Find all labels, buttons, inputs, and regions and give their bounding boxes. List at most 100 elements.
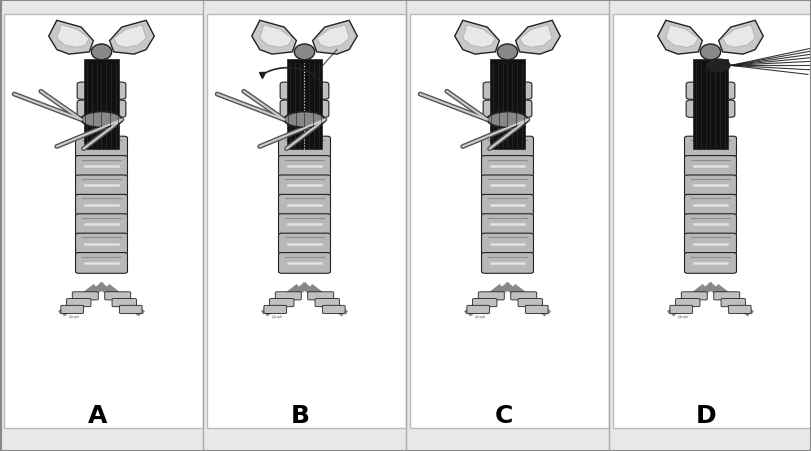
FancyBboxPatch shape xyxy=(75,156,127,176)
FancyBboxPatch shape xyxy=(720,299,744,307)
Polygon shape xyxy=(49,20,93,54)
Polygon shape xyxy=(462,25,495,47)
Text: B: B xyxy=(290,405,310,428)
FancyBboxPatch shape xyxy=(322,305,345,313)
Text: A: A xyxy=(88,405,107,428)
FancyBboxPatch shape xyxy=(77,100,126,117)
FancyBboxPatch shape xyxy=(410,14,608,428)
Ellipse shape xyxy=(294,44,314,60)
FancyBboxPatch shape xyxy=(75,136,127,157)
FancyBboxPatch shape xyxy=(61,305,84,313)
FancyBboxPatch shape xyxy=(112,299,136,307)
FancyBboxPatch shape xyxy=(685,100,734,117)
FancyBboxPatch shape xyxy=(307,292,333,300)
Text: Çırışlı: Çırışlı xyxy=(677,315,689,319)
FancyBboxPatch shape xyxy=(727,305,750,313)
Text: Çırışlı: Çırışlı xyxy=(474,315,486,319)
Bar xyxy=(286,59,322,149)
FancyBboxPatch shape xyxy=(72,292,98,300)
Text: D: D xyxy=(695,405,716,428)
Bar xyxy=(692,59,727,149)
FancyBboxPatch shape xyxy=(713,292,739,300)
FancyBboxPatch shape xyxy=(675,299,699,307)
Polygon shape xyxy=(260,25,292,47)
Polygon shape xyxy=(109,20,154,54)
FancyBboxPatch shape xyxy=(684,175,736,196)
Ellipse shape xyxy=(91,44,112,60)
FancyBboxPatch shape xyxy=(264,305,286,313)
FancyBboxPatch shape xyxy=(525,305,547,313)
Text: Çırışlı: Çırışlı xyxy=(272,315,283,319)
FancyBboxPatch shape xyxy=(481,175,533,196)
Bar xyxy=(489,59,525,149)
FancyBboxPatch shape xyxy=(278,214,330,235)
FancyBboxPatch shape xyxy=(278,253,330,273)
FancyBboxPatch shape xyxy=(278,136,330,157)
FancyBboxPatch shape xyxy=(278,194,330,215)
FancyBboxPatch shape xyxy=(466,305,489,313)
FancyBboxPatch shape xyxy=(269,299,294,307)
FancyBboxPatch shape xyxy=(684,156,736,176)
Ellipse shape xyxy=(487,112,527,128)
FancyBboxPatch shape xyxy=(105,292,131,300)
FancyBboxPatch shape xyxy=(478,292,504,300)
FancyBboxPatch shape xyxy=(684,253,736,273)
FancyBboxPatch shape xyxy=(315,299,339,307)
FancyBboxPatch shape xyxy=(481,214,533,235)
Polygon shape xyxy=(312,20,357,54)
FancyBboxPatch shape xyxy=(75,194,127,215)
FancyBboxPatch shape xyxy=(685,82,734,99)
FancyBboxPatch shape xyxy=(4,14,203,428)
FancyBboxPatch shape xyxy=(684,194,736,215)
FancyBboxPatch shape xyxy=(75,214,127,235)
FancyBboxPatch shape xyxy=(75,253,127,273)
FancyBboxPatch shape xyxy=(684,214,736,235)
FancyBboxPatch shape xyxy=(612,14,811,428)
FancyBboxPatch shape xyxy=(119,305,142,313)
FancyBboxPatch shape xyxy=(669,305,692,313)
FancyBboxPatch shape xyxy=(483,82,531,99)
Polygon shape xyxy=(57,25,89,47)
Bar xyxy=(84,59,119,149)
FancyBboxPatch shape xyxy=(481,253,533,273)
Ellipse shape xyxy=(284,112,324,128)
FancyBboxPatch shape xyxy=(481,194,533,215)
Text: C: C xyxy=(494,405,512,428)
FancyBboxPatch shape xyxy=(280,100,328,117)
FancyBboxPatch shape xyxy=(472,299,496,307)
FancyBboxPatch shape xyxy=(684,136,736,157)
FancyBboxPatch shape xyxy=(278,156,330,176)
FancyBboxPatch shape xyxy=(75,233,127,254)
FancyBboxPatch shape xyxy=(278,233,330,254)
Ellipse shape xyxy=(81,112,122,128)
FancyBboxPatch shape xyxy=(481,156,533,176)
Polygon shape xyxy=(665,25,697,47)
FancyBboxPatch shape xyxy=(481,233,533,254)
FancyBboxPatch shape xyxy=(483,100,531,117)
FancyBboxPatch shape xyxy=(481,136,533,157)
Polygon shape xyxy=(316,25,349,47)
FancyBboxPatch shape xyxy=(207,14,406,428)
Polygon shape xyxy=(657,20,702,54)
FancyBboxPatch shape xyxy=(680,292,706,300)
FancyBboxPatch shape xyxy=(75,175,127,196)
FancyBboxPatch shape xyxy=(77,82,126,99)
Polygon shape xyxy=(515,20,560,54)
Polygon shape xyxy=(718,20,762,54)
FancyBboxPatch shape xyxy=(684,233,736,254)
Text: Çırışlı: Çırışlı xyxy=(69,315,80,319)
FancyBboxPatch shape xyxy=(67,299,91,307)
Polygon shape xyxy=(114,25,146,47)
FancyBboxPatch shape xyxy=(280,82,328,99)
FancyBboxPatch shape xyxy=(278,175,330,196)
FancyBboxPatch shape xyxy=(517,299,542,307)
Ellipse shape xyxy=(699,44,719,60)
Polygon shape xyxy=(454,20,499,54)
Ellipse shape xyxy=(496,44,517,60)
Circle shape xyxy=(706,59,729,72)
FancyBboxPatch shape xyxy=(275,292,301,300)
Polygon shape xyxy=(722,25,754,47)
FancyBboxPatch shape xyxy=(510,292,536,300)
Polygon shape xyxy=(251,20,296,54)
Polygon shape xyxy=(519,25,551,47)
